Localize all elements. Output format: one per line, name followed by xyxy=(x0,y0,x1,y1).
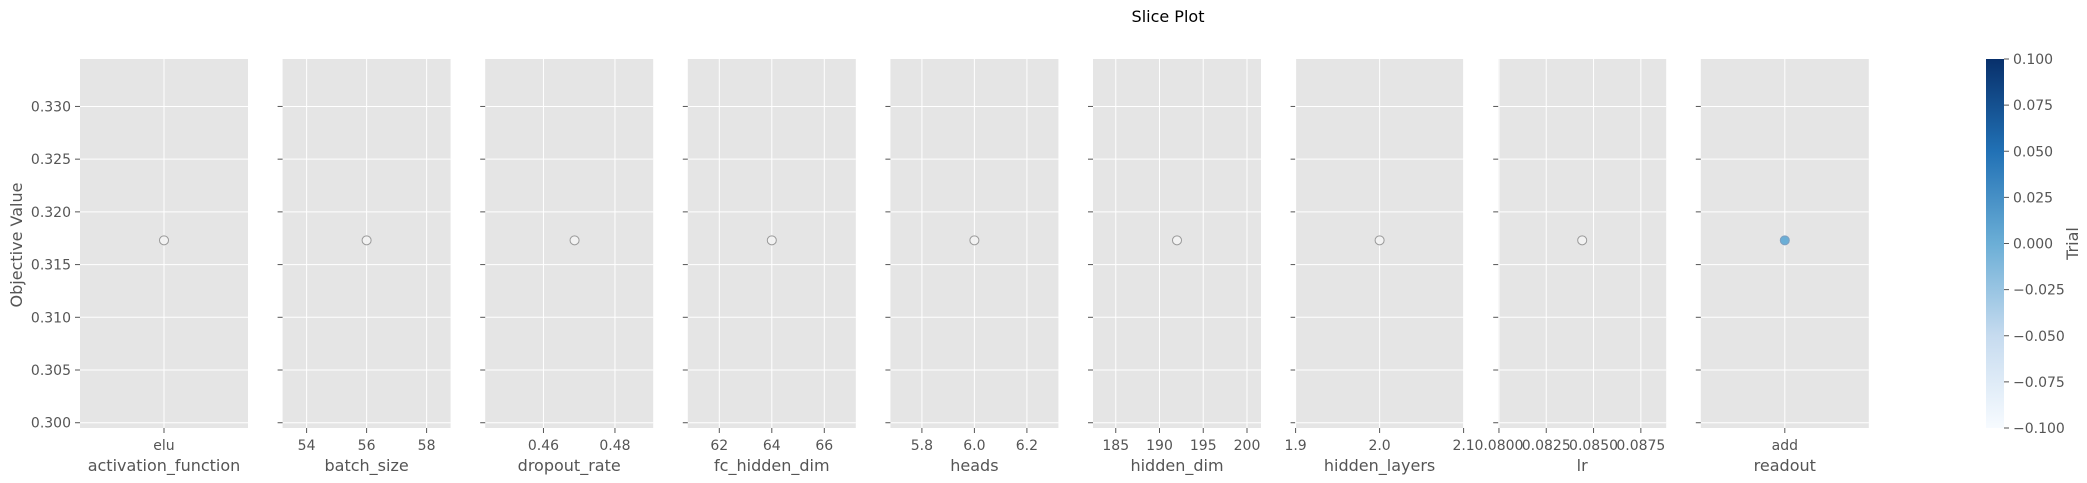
chart-title: Slice Plot xyxy=(1132,7,1205,26)
colorbar-tick-label: −0.100 xyxy=(2013,421,2065,437)
x-tick-label: 2.0 xyxy=(1368,438,1390,454)
data-point xyxy=(1172,235,1182,246)
data-point xyxy=(1577,235,1588,246)
x-tick-label: 0.48 xyxy=(599,438,630,454)
colorbar-tick-label: 0.025 xyxy=(2013,190,2053,206)
x-axis-label-batch_size: batch_size xyxy=(324,456,408,476)
x-axis-label-hidden_dim: hidden_dim xyxy=(1130,456,1223,476)
x-tick-label: 190 xyxy=(1146,438,1173,454)
x-axis-label-heads: heads xyxy=(950,456,998,475)
data-point xyxy=(1779,235,1790,246)
colorbar-tick-label: −0.075 xyxy=(2013,375,2065,391)
panel-activation_function: 0.300 0.305 0.310 0.315 0.320 0.325 0.330 elu ac… xyxy=(31,59,248,476)
data-point xyxy=(569,235,580,246)
x-tick-label: 1.9 xyxy=(1284,438,1306,454)
x-axis-label-fc_hidden_dim: fc_hidden_dim xyxy=(714,456,830,476)
x-tick-label: 0.0875 xyxy=(1616,438,1665,454)
x-tick-label: 66 xyxy=(815,438,833,454)
colorbar-label: Trial xyxy=(2063,227,2082,261)
x-tick-label: 64 xyxy=(763,438,781,454)
panel-fc_hidden_dim: 62 64 66 fc_hidden_dim xyxy=(682,59,856,476)
x-axis-label-hidden_layers: hidden_layers xyxy=(1324,456,1435,476)
x-tick-label: 58 xyxy=(418,438,436,454)
x-tick-label: 195 xyxy=(1190,438,1217,454)
y-tick-label: 0.315 xyxy=(31,258,71,274)
data-point xyxy=(159,235,169,246)
colorbar-gradient xyxy=(1986,59,2004,428)
data-point xyxy=(361,235,372,246)
data-point xyxy=(969,235,980,246)
colorbar-tick-label: 0.075 xyxy=(2013,98,2053,114)
y-tick-label: 0.325 xyxy=(31,152,71,168)
x-axis-label-dropout_rate: dropout_rate xyxy=(518,456,621,476)
colorbar: −0.100 −0.075 −0.050 −0.025 0.000 0.025 0.050 0… xyxy=(1986,52,2082,437)
x-tick-label: 56 xyxy=(358,438,376,454)
y-tick-label: 0.305 xyxy=(31,363,71,379)
x-tick-label: 54 xyxy=(298,438,316,454)
colorbar-tick-label: −0.025 xyxy=(2013,283,2065,299)
x-tick-label: 200 xyxy=(1234,438,1261,454)
x-tick-label: 0.0825 xyxy=(1522,438,1571,454)
colorbar-tick-label: 0.000 xyxy=(2013,237,2053,253)
panel-readout: add readout xyxy=(1695,59,1869,475)
x-tick-label: 0.46 xyxy=(528,438,559,454)
panel-background xyxy=(485,59,654,428)
colorbar-tick-label: 0.100 xyxy=(2013,52,2053,68)
x-tick-label: 0.0850 xyxy=(1569,438,1618,454)
y-tick-label: 0.300 xyxy=(31,416,71,432)
data-point xyxy=(1374,235,1385,246)
x-tick-label: 185 xyxy=(1102,438,1129,454)
y-axis-label: Objective Value xyxy=(7,183,26,308)
panel-hidden_layers: 1.9 2.0 2.1 hidden_layers xyxy=(1284,59,1475,476)
x-axis-label-readout: readout xyxy=(1754,456,1816,475)
x-tick-label: 5.8 xyxy=(911,438,933,454)
panel-hidden_dim: 185 190 195 200 hidden_dim xyxy=(1088,59,1261,476)
x-tick-label: 6.0 xyxy=(963,438,985,454)
data-point xyxy=(766,235,777,246)
x-tick-label: elu xyxy=(153,438,174,454)
colorbar-tick-label: −0.050 xyxy=(2013,329,2065,345)
y-tick-label: 0.330 xyxy=(31,99,71,115)
y-tick-label: 0.320 xyxy=(31,205,71,221)
x-axis-label-lr: lr xyxy=(1577,456,1588,475)
panel-dropout_rate: 0.46 0.48 dropout_rate xyxy=(480,59,654,476)
y-tick-label: 0.310 xyxy=(31,310,71,326)
panels-group: 0.300 0.305 0.310 0.315 0.320 0.325 0.330 elu ac… xyxy=(31,59,1869,476)
panel-heads: 5.8 6.0 6.2 heads xyxy=(885,59,1059,475)
x-tick-label: 6.2 xyxy=(1016,438,1038,454)
colorbar-tick-label: 0.050 xyxy=(2013,144,2053,160)
x-tick-label: 62 xyxy=(710,438,728,454)
x-tick-label: add xyxy=(1772,438,1798,454)
panel-batch_size: 54 56 58 batch_size xyxy=(277,59,451,476)
x-tick-label: 0.0800 xyxy=(1474,438,1523,454)
x-tick-label: 2.1 xyxy=(1452,438,1474,454)
x-axis-label-activation_function: activation_function xyxy=(88,456,241,476)
